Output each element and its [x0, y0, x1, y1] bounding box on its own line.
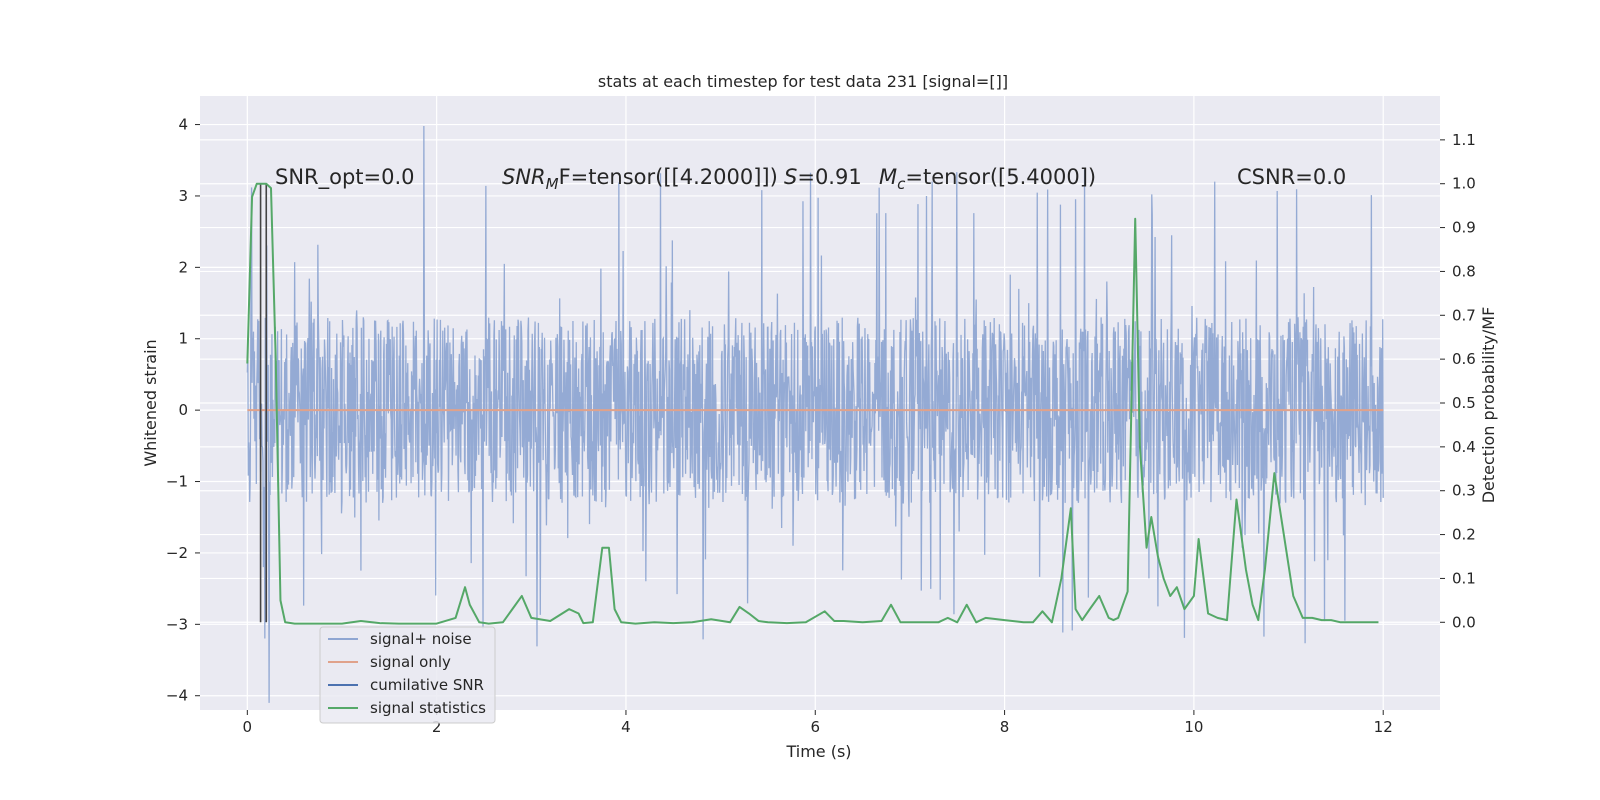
- axis-ticks: 0 2 4 6 8 10 12−4−3−2−1012340.00.10.20.30.40.5…: [166, 116, 1476, 736]
- x-tick-label: 2: [432, 718, 442, 736]
- y-right-tick-label: 0.4: [1452, 438, 1476, 456]
- annotation-snr-mf-sub: M: [546, 175, 559, 193]
- legend-label-cumulative-snr: cumilative SNR: [370, 676, 484, 694]
- y-right-tick-label: 0.6: [1452, 350, 1476, 368]
- legend-label-signal-statistics: signal statistics: [370, 699, 486, 717]
- y-left-tick-label: 4: [178, 116, 188, 134]
- x-tick-label: 12: [1374, 718, 1393, 736]
- annotation-mc: Mc=tensor([5.4000]): [879, 165, 1096, 193]
- y-left-tick-label: −2: [166, 544, 188, 562]
- legend-label-signal-only: signal only: [370, 653, 451, 671]
- y-left-tick-label: 3: [178, 187, 188, 205]
- y-right-tick-label: 0.3: [1452, 482, 1476, 500]
- annotation-snr-mf-prefix: SNR: [502, 165, 546, 189]
- chart-marks: [246, 182, 1384, 625]
- y-right-tick-label: 1.0: [1452, 175, 1476, 193]
- y-right-tick-label: 0.5: [1452, 394, 1476, 412]
- x-axis-label: Time (s): [785, 742, 851, 761]
- series-signal-noise: [246, 125, 1384, 703]
- y-right-tick-label: 1.1: [1452, 131, 1476, 149]
- series-line-signal-noise: [246, 125, 1384, 703]
- annotation-csnr: CSNR=0.0: [1237, 165, 1346, 189]
- legend: signal+ noise signal only cumilative SNR…: [319, 626, 496, 724]
- x-tick-label: 10: [1184, 718, 1203, 736]
- annotation-s-value: =0.91: [797, 165, 861, 189]
- y-left-tick-label: −4: [166, 687, 188, 705]
- x-tick-label: 8: [1000, 718, 1010, 736]
- y-right-tick-label: 0.8: [1452, 262, 1476, 280]
- x-tick-label: 0: [243, 718, 253, 736]
- annotation-s: S=0.91: [784, 165, 862, 189]
- y-right-tick-label: 0.2: [1452, 526, 1476, 544]
- annotation-snr-mf-value: F=tensor([[4.2000]]): [559, 165, 778, 189]
- y-left-tick-label: 2: [178, 258, 188, 276]
- annotation-s-prefix: S: [784, 165, 797, 189]
- y-right-tick-label: 0.1: [1452, 569, 1476, 587]
- series-line-signal-statistics: [246, 182, 1379, 625]
- annotation-mc-value: =tensor([5.4000]): [905, 165, 1096, 189]
- y-left-tick-label: −1: [166, 473, 188, 491]
- annotation-snr-opt: SNR_opt=0.0: [275, 165, 415, 190]
- y-right-tick-label: 0.0: [1452, 613, 1476, 631]
- y-axis-label-left: Whitened strain: [141, 339, 160, 466]
- y-left-tick-label: −3: [166, 615, 188, 633]
- chart-title: stats at each timestep for test data 231…: [598, 72, 1008, 91]
- y-axis-label-right: Detection probability/MF: [1479, 307, 1498, 504]
- y-left-tick-label: 0: [178, 401, 188, 419]
- legend-box: [319, 626, 496, 724]
- legend-label-signal-noise: signal+ noise: [370, 630, 472, 648]
- y-left-tick-label: 1: [178, 330, 188, 348]
- x-tick-label: 6: [810, 718, 820, 736]
- y-right-tick-label: 0.9: [1452, 219, 1476, 237]
- annotation-snr-mf: SNRMF=tensor([[4.2000]]): [502, 165, 778, 193]
- annotation-mc-sub: c: [897, 175, 906, 193]
- x-tick-label: 4: [621, 718, 631, 736]
- annotation-mc-prefix: M: [879, 165, 897, 189]
- y-right-tick-label: 0.7: [1452, 306, 1476, 324]
